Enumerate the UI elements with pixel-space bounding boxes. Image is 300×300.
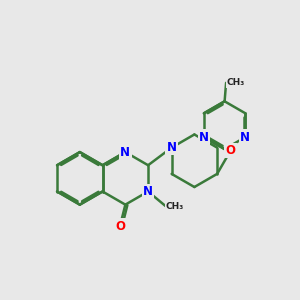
- Text: O: O: [115, 220, 125, 232]
- Text: O: O: [226, 144, 236, 157]
- Text: N: N: [240, 131, 250, 144]
- Text: CH₃: CH₃: [226, 78, 245, 87]
- Text: N: N: [199, 131, 209, 144]
- Text: N: N: [167, 141, 177, 154]
- Text: N: N: [120, 146, 130, 159]
- Text: CH₃: CH₃: [166, 202, 184, 211]
- Text: N: N: [143, 185, 153, 198]
